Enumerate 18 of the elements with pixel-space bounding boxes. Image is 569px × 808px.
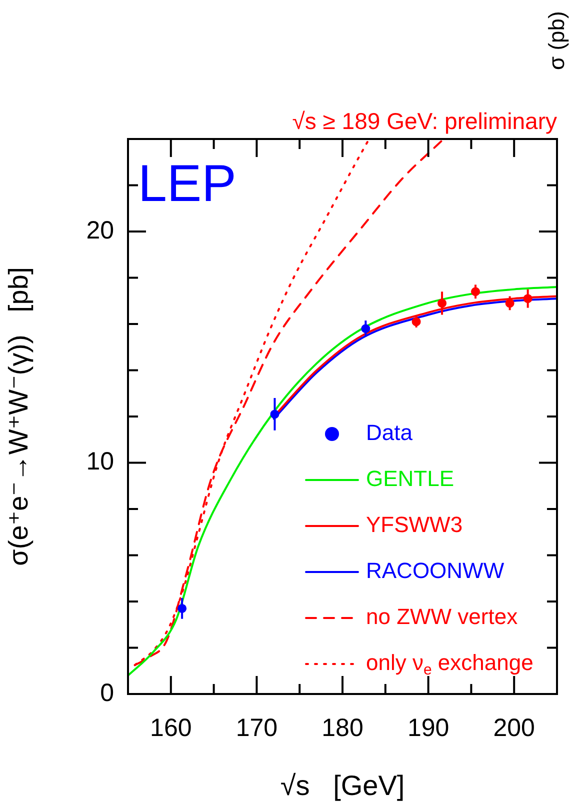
legend-label: no ZWW vertex bbox=[366, 604, 518, 630]
x-tick-label: 190 bbox=[407, 714, 450, 742]
y-tick-label: 10 bbox=[86, 448, 114, 476]
y-tick-label: 20 bbox=[86, 216, 114, 244]
x-tick-label: 200 bbox=[493, 714, 535, 742]
x-axis-title: √s [GeV] bbox=[280, 770, 405, 801]
legend-label: GENTLE bbox=[366, 466, 454, 492]
legend-label: Data bbox=[366, 420, 414, 446]
text: √s ≥ 189 GeV: preliminary bbox=[292, 108, 558, 134]
x-tick-label: 180 bbox=[322, 714, 364, 742]
text: σ (pb) bbox=[544, 11, 569, 70]
y-tick-label: 0 bbox=[100, 678, 114, 707]
legend-label: RACOONWW bbox=[366, 558, 504, 584]
legend-label: YFSWW3 bbox=[366, 512, 463, 538]
annotation: LEP bbox=[138, 155, 236, 213]
x-tick-label: 170 bbox=[236, 714, 278, 742]
x-tick-label: 160 bbox=[150, 714, 192, 742]
y-axis-title: σ(e⁺e⁻→W⁺W⁻(γ)) [pb] bbox=[4, 267, 34, 566]
